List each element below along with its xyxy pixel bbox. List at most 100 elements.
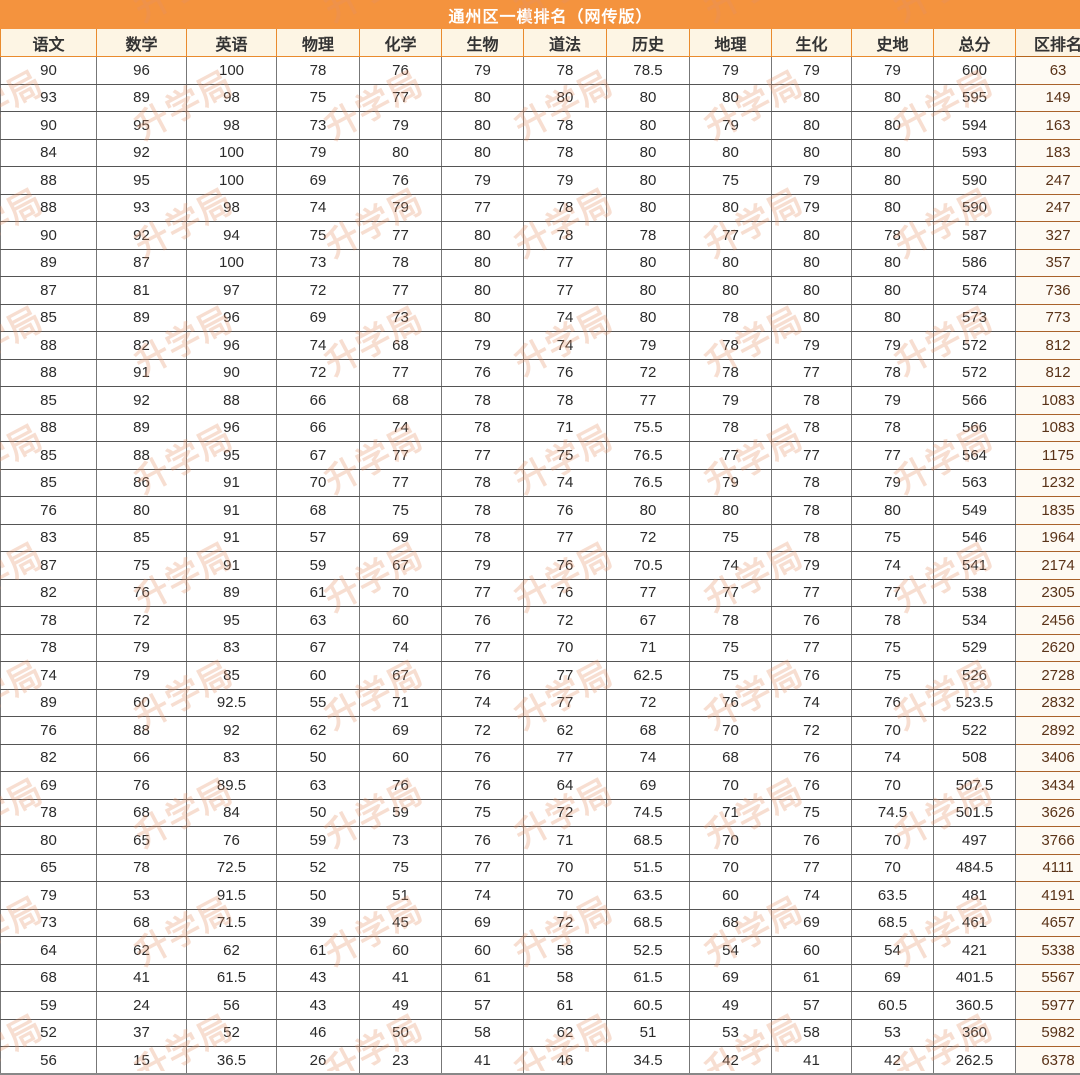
- score-cell: 79: [1, 882, 97, 910]
- score-cell: 78: [690, 607, 772, 635]
- score-cell: 75: [852, 662, 934, 690]
- score-cell: 62: [524, 717, 607, 745]
- score-cell: 78: [442, 414, 524, 442]
- score-cell: 66: [277, 414, 360, 442]
- score-cell: 461: [934, 909, 1016, 937]
- column-header-10[interactable]: 史地: [852, 29, 934, 57]
- score-cell: 98: [187, 84, 277, 112]
- score-cell: 78: [852, 359, 934, 387]
- score-cell: 78: [524, 387, 607, 415]
- score-cell: 78: [772, 414, 852, 442]
- score-cell: 91.5: [187, 882, 277, 910]
- score-cell: 63.5: [852, 882, 934, 910]
- score-cell: 79: [607, 332, 690, 360]
- rank-cell: 2305: [1016, 579, 1080, 607]
- score-cell: 57: [442, 992, 524, 1020]
- score-cell: 85: [97, 524, 187, 552]
- score-cell: 79: [772, 332, 852, 360]
- score-cell: 36.5: [187, 1047, 277, 1075]
- column-header-0[interactable]: 语文: [1, 29, 97, 57]
- score-cell: 64: [1, 937, 97, 965]
- score-cell: 79: [442, 332, 524, 360]
- score-cell: 572: [934, 359, 1016, 387]
- score-cell: 66: [97, 744, 187, 772]
- score-cell: 526: [934, 662, 1016, 690]
- score-cell: 80: [607, 277, 690, 305]
- score-cell: 76: [442, 607, 524, 635]
- score-cell: 79: [442, 57, 524, 85]
- score-cell: 74: [690, 552, 772, 580]
- score-cell: 70: [524, 854, 607, 882]
- score-cell: 262.5: [934, 1047, 1016, 1075]
- score-cell: 61: [277, 579, 360, 607]
- score-cell: 98: [187, 194, 277, 222]
- column-header-9[interactable]: 生化: [772, 29, 852, 57]
- score-cell: 95: [187, 442, 277, 470]
- score-cell: 79: [97, 662, 187, 690]
- score-cell: 77: [772, 634, 852, 662]
- score-cell: 360: [934, 1019, 1016, 1047]
- score-cell: 79: [360, 112, 442, 140]
- score-cell: 54: [690, 937, 772, 965]
- score-cell: 88: [1, 359, 97, 387]
- score-cell: 67: [360, 552, 442, 580]
- score-cell: 74.5: [852, 799, 934, 827]
- score-cell: 42: [852, 1047, 934, 1075]
- title-row: 通州区一模排名（网传版）: [1, 1, 1080, 29]
- score-cell: 76: [1, 497, 97, 525]
- column-header-1[interactable]: 数学: [97, 29, 187, 57]
- score-cell: 52: [1, 1019, 97, 1047]
- score-cell: 72: [524, 909, 607, 937]
- score-cell: 60: [277, 662, 360, 690]
- score-cell: 45: [360, 909, 442, 937]
- score-cell: 56: [1, 1047, 97, 1075]
- score-cell: 80: [690, 497, 772, 525]
- score-cell: 53: [852, 1019, 934, 1047]
- score-cell: 77: [442, 854, 524, 882]
- score-cell: 80: [690, 84, 772, 112]
- score-cell: 73: [360, 304, 442, 332]
- score-cell: 77: [690, 442, 772, 470]
- rank-cell: 1835: [1016, 497, 1080, 525]
- score-cell: 69: [277, 167, 360, 195]
- score-cell: 75: [277, 84, 360, 112]
- score-cell: 78: [97, 854, 187, 882]
- score-cell: 80: [852, 497, 934, 525]
- score-cell: 534: [934, 607, 1016, 635]
- column-header-7[interactable]: 历史: [607, 29, 690, 57]
- score-cell: 80: [772, 84, 852, 112]
- score-cell: 546: [934, 524, 1016, 552]
- column-header-2[interactable]: 英语: [187, 29, 277, 57]
- score-cell: 76: [524, 579, 607, 607]
- score-cell: 501.5: [934, 799, 1016, 827]
- score-cell: 77: [360, 84, 442, 112]
- column-header-5[interactable]: 生物: [442, 29, 524, 57]
- score-cell: 70: [690, 854, 772, 882]
- score-cell: 63: [277, 772, 360, 800]
- score-cell: 69: [442, 909, 524, 937]
- score-cell: 58: [524, 964, 607, 992]
- score-cell: 51.5: [607, 854, 690, 882]
- score-cell: 100: [187, 249, 277, 277]
- score-cell: 78: [607, 222, 690, 250]
- score-cell: 73: [1, 909, 97, 937]
- column-header-3[interactable]: 物理: [277, 29, 360, 57]
- score-cell: 58: [772, 1019, 852, 1047]
- score-cell: 80: [442, 222, 524, 250]
- score-cell: 62: [277, 717, 360, 745]
- score-cell: 72: [442, 717, 524, 745]
- score-cell: 94: [187, 222, 277, 250]
- column-header-8[interactable]: 地理: [690, 29, 772, 57]
- score-cell: 100: [187, 167, 277, 195]
- score-cell: 96: [187, 304, 277, 332]
- column-header-4[interactable]: 化学: [360, 29, 442, 57]
- column-header-12[interactable]: 区排名: [1016, 29, 1080, 57]
- column-header-6[interactable]: 道法: [524, 29, 607, 57]
- column-header-11[interactable]: 总分: [934, 29, 1016, 57]
- score-cell: 74: [772, 689, 852, 717]
